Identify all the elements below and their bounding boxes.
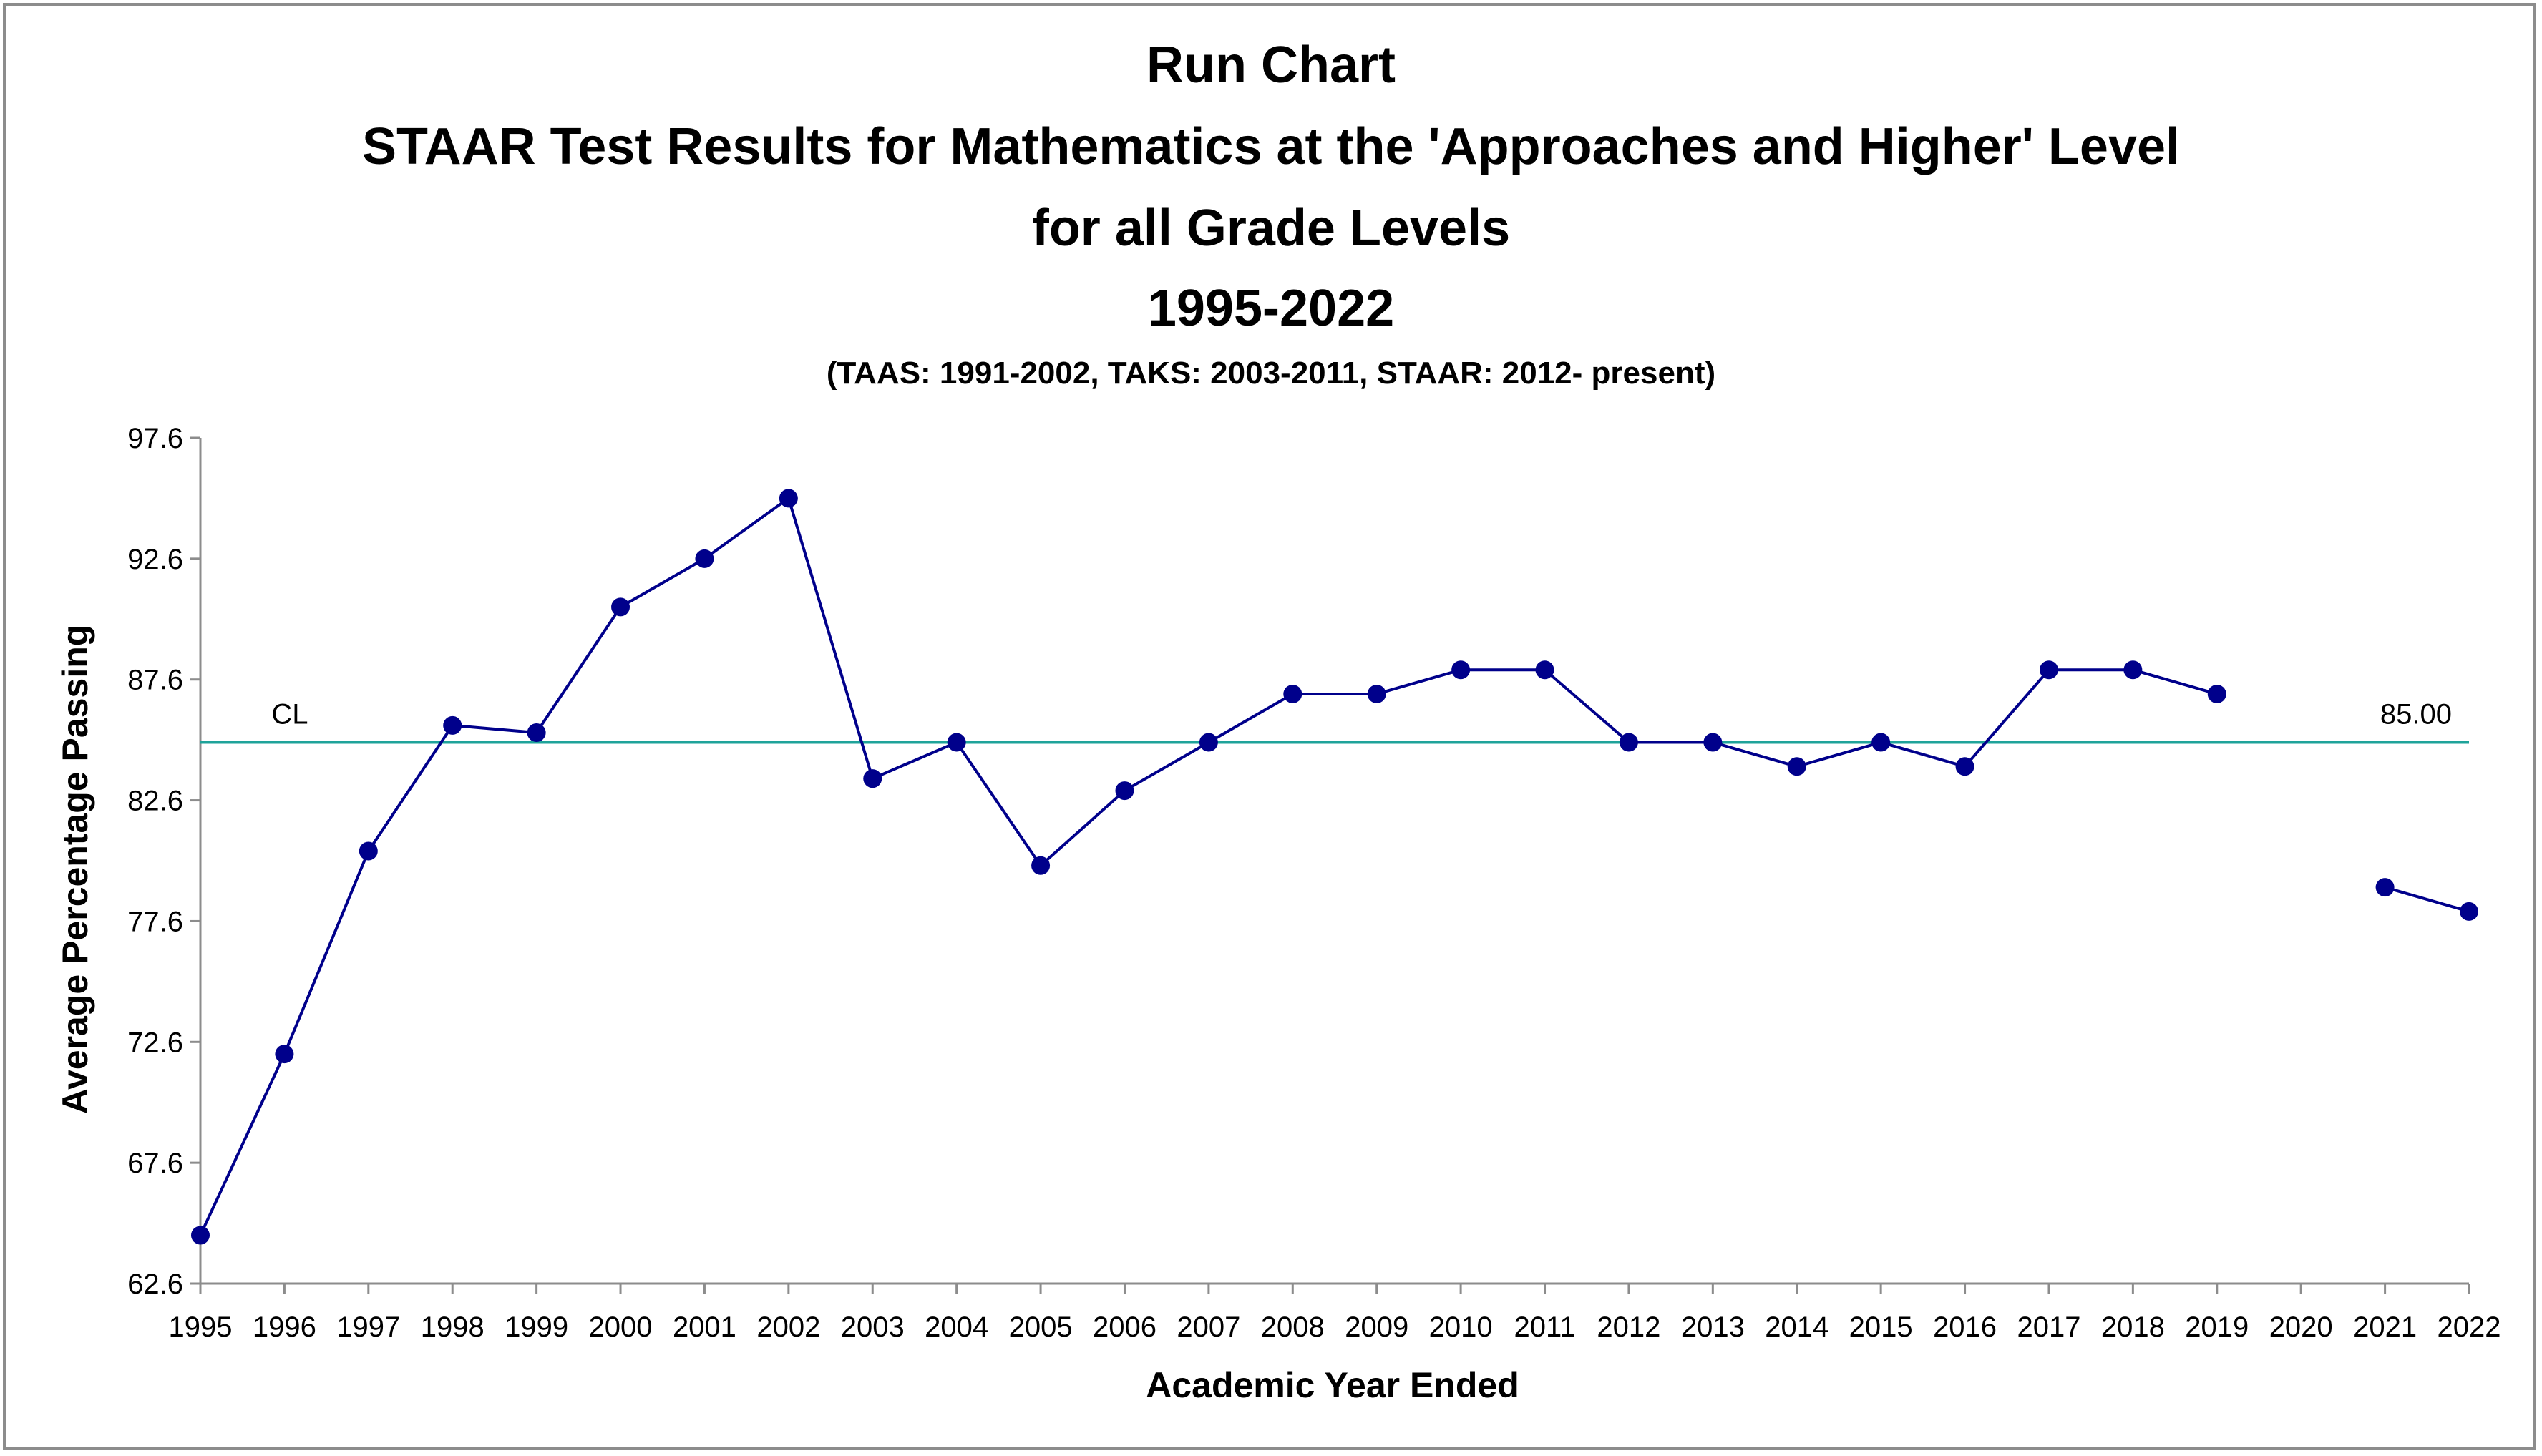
data-point (1619, 733, 1638, 752)
x-axis-label: Academic Year Ended (1146, 1365, 1519, 1405)
data-point (1535, 660, 1554, 680)
y-tick-label: 67.6 (127, 1148, 183, 1179)
chart-frame (3, 3, 2536, 1450)
data-point (1955, 757, 1974, 776)
x-tick-label: 1995 (169, 1311, 233, 1343)
x-tick-label: 2010 (1429, 1311, 1493, 1343)
y-tick-label: 92.6 (127, 544, 183, 575)
y-tick-label: 72.6 (127, 1027, 183, 1058)
series-line (199, 497, 2218, 1236)
data-point (2207, 684, 2226, 703)
data-point (1283, 684, 1302, 703)
data-point (695, 549, 714, 568)
x-tick-label: 1999 (505, 1311, 568, 1343)
data-point (1703, 733, 1723, 752)
x-tick-label: 2003 (841, 1311, 905, 1343)
x-tick-label: 2007 (1177, 1311, 1240, 1343)
data-point (863, 769, 882, 788)
x-tick-label: 2018 (2101, 1311, 2165, 1343)
data-point (527, 723, 546, 743)
chart-subtitle-line-2: for all Grade Levels (1031, 200, 1511, 257)
x-tick-label: 2017 (2017, 1311, 2080, 1343)
x-tick-label: 2019 (2185, 1311, 2249, 1343)
data-point (2039, 660, 2058, 680)
x-tick-label: 2008 (1261, 1311, 1325, 1343)
x-tick-label: 2002 (756, 1311, 820, 1343)
data-point (1871, 733, 1891, 752)
series-line (2385, 886, 2470, 913)
data-point (1367, 684, 1386, 703)
data-point (443, 715, 462, 735)
x-tick-label: 2004 (925, 1311, 988, 1343)
data-point (779, 489, 798, 508)
x-ticks: 1995 1996 1997 1998 1999 2000 2001 2002 2003 2004… (169, 1284, 2501, 1343)
x-tick-label: 2021 (2353, 1311, 2417, 1343)
data-point (611, 597, 630, 617)
x-tick-label: 2009 (1345, 1311, 1408, 1343)
x-tick-label: 1998 (421, 1311, 484, 1343)
data-point (1787, 757, 1806, 776)
center-line-value: 85.00 (2380, 699, 2452, 731)
data-point (1031, 856, 1051, 875)
y-axis-label: Average Percentage Passing (55, 625, 95, 1115)
y-tick-label: 62.6 (127, 1269, 183, 1300)
y-tick-label: 82.6 (127, 786, 183, 817)
x-tick-label: 2000 (589, 1311, 653, 1343)
x-tick-label: 2011 (1514, 1311, 1576, 1343)
x-tick-label: 2001 (673, 1311, 736, 1343)
x-tick-label: 2015 (1849, 1311, 1913, 1343)
series-group (191, 489, 2478, 1245)
data-point (275, 1045, 294, 1064)
data-point (1199, 733, 1218, 752)
y-tick-label: 87.6 (127, 665, 183, 696)
data-point (1115, 781, 1134, 801)
y-tick-label: 97.6 (127, 423, 183, 454)
data-point (2123, 660, 2143, 680)
x-tick-label: 2022 (2438, 1311, 2501, 1343)
x-tick-label: 2016 (1933, 1311, 1997, 1343)
center-line-group: CL 85.00 (200, 699, 2469, 744)
y-ticks: 62.6 67.6 72.6 77.6 82.6 87.6 92.6 97.6 (127, 423, 200, 1300)
chart-title: Run Chart (1146, 36, 1396, 94)
chart-subtitle-line-1: STAAR Test Results for Mathematics at th… (361, 118, 2181, 175)
data-point (191, 1226, 210, 1245)
data-point (947, 733, 966, 752)
axes (199, 438, 2469, 1285)
x-tick-label: 2005 (1009, 1311, 1073, 1343)
x-tick-label: 2014 (1765, 1311, 1828, 1343)
x-tick-label: 2012 (1597, 1311, 1660, 1343)
x-tick-label: 2006 (1093, 1311, 1156, 1343)
data-point (1451, 660, 1471, 680)
data-point (2460, 902, 2478, 921)
chart-subtitle-line-3: 1995-2022 (1147, 280, 1395, 337)
x-tick-label: 2013 (1681, 1311, 1745, 1343)
center-line-label: CL (271, 699, 308, 731)
x-tick-label: 1997 (336, 1311, 400, 1343)
y-tick-label: 77.6 (127, 906, 183, 937)
data-point (359, 841, 378, 861)
x-tick-label: 2020 (2269, 1311, 2333, 1343)
data-point (2375, 878, 2395, 897)
x-tick-label: 1996 (253, 1311, 316, 1343)
chart-note: (TAAS: 1991-2002, TAKS: 2003-2011, STAAR… (826, 356, 1716, 391)
